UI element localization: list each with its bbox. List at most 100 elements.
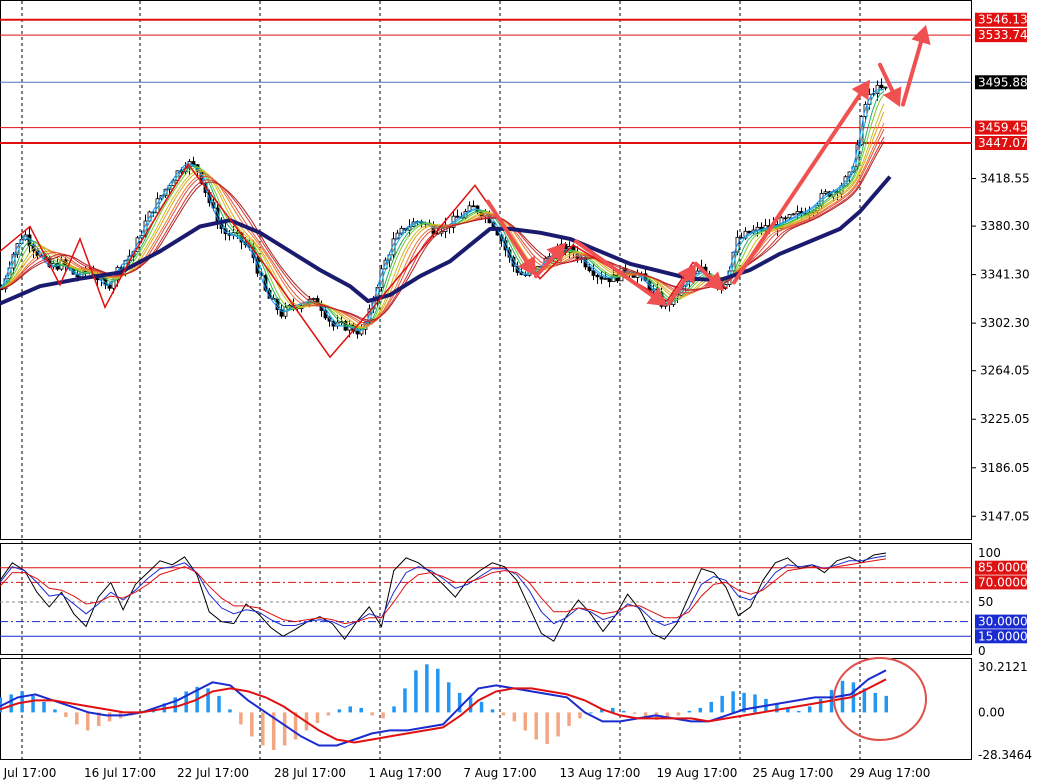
price-level-label: 3533.74: [978, 28, 1028, 42]
ribbon-line: [0, 141, 885, 321]
price-level-tag: [975, 12, 1027, 27]
macd-histogram-bar: [282, 712, 287, 746]
macd-histogram-bar: [545, 712, 549, 744]
stochastic-panel-frame: [0, 543, 972, 655]
price-level-tag: [975, 75, 1027, 90]
stoch-tick-label: 0: [978, 644, 986, 658]
macd-histogram-bar: [96, 712, 101, 726]
macd-tick-label: 0.00: [978, 705, 1005, 719]
stoch-level-tag: [975, 629, 1027, 644]
stoch-tick-label: 50: [978, 595, 993, 609]
moving-average-ribbon: [0, 89, 885, 332]
macd-histogram-bar: [107, 712, 112, 722]
candle-body: [823, 191, 828, 194]
macd-histogram-bar: [42, 701, 46, 713]
stoch-line: [0, 552, 887, 642]
macd-histogram-bar: [753, 694, 757, 713]
macd-histogram-bar: [567, 712, 571, 726]
macd-histogram-bar: [250, 712, 254, 737]
candle-body: [595, 275, 600, 278]
macd-line: [0, 669, 887, 747]
macd-histogram-bar: [337, 709, 342, 713]
candle-body: [883, 86, 888, 89]
macd-histogram-bar: [31, 695, 35, 713]
candle-body: [455, 215, 460, 218]
time-tick-label: Jul 17:00: [3, 766, 57, 780]
macd-histogram-bar: [818, 698, 823, 713]
time-tick-label: 28 Jul 17:00: [274, 766, 346, 780]
price-tick-label: 3380.30: [980, 219, 1030, 233]
ribbon-line: [0, 111, 885, 328]
macd-histogram-bar: [731, 691, 735, 713]
price-level-label: 3447.07: [978, 136, 1028, 150]
macd-histogram-bar: [807, 706, 812, 713]
macd-histogram-bar: [436, 668, 440, 713]
macd-histogram-bar: [392, 706, 396, 713]
stoch-level-tag: [975, 560, 1027, 575]
macd-histogram-bar: [359, 707, 363, 713]
macd-histogram-bar: [425, 664, 429, 713]
candle-body: [279, 309, 284, 317]
ribbon-line: [0, 136, 885, 323]
macd-histogram-bar: [501, 712, 506, 716]
time-tick-label: 13 Aug 17:00: [560, 766, 641, 780]
macd-histogram-bar: [184, 691, 188, 713]
wave-arrow-head: [851, 79, 870, 101]
candle-body: [787, 214, 792, 219]
macd-histogram-bar: [490, 709, 495, 713]
ribbon-line: [0, 90, 885, 330]
price-level-label: 3546.13: [978, 13, 1028, 27]
macd-histogram-bar: [512, 712, 517, 722]
wave-arrow-head: [517, 255, 536, 277]
macd-histogram-bar: [709, 701, 713, 713]
candlestick-series: [0, 78, 888, 339]
macd-panel-frame: [0, 658, 972, 760]
stoch-level-tag: [975, 575, 1027, 590]
stoch-level-label: 85.0000: [978, 561, 1028, 575]
candle-body: [783, 217, 788, 220]
wave-arrow-shaft: [486, 199, 529, 264]
macd-histogram-bar: [53, 709, 57, 713]
main-moving-average: [0, 175, 892, 306]
macd-histogram-bar: [786, 707, 790, 713]
price-level-tag: [975, 28, 1027, 43]
candle-body: [607, 277, 612, 283]
macd-histogram-bar: [381, 712, 385, 719]
macd-histogram-bar: [534, 712, 538, 740]
candle-body: [879, 84, 884, 89]
macd-histogram-bar: [775, 703, 779, 713]
wave-arrow-head: [911, 24, 931, 45]
macd-histogram-bar: [698, 707, 703, 713]
wave-arrow-shaft: [901, 40, 924, 107]
candle-body: [791, 213, 796, 216]
macd-histogram-bar: [632, 712, 637, 714]
price-panel-frame: [0, 0, 972, 540]
ribbon-line: [0, 103, 885, 329]
macd-histogram-bar: [556, 712, 560, 737]
candle-body: [599, 276, 604, 280]
price-level-label: 3495.88: [978, 75, 1028, 89]
macd-histogram-bar: [457, 692, 462, 713]
macd-histogram-bar: [228, 709, 232, 713]
macd-histogram-bar: [446, 682, 451, 713]
macd-indicator: 30.2121 0.00 -28.3464: [0, 660, 1032, 762]
macd-histogram-bar: [261, 712, 265, 746]
macd-histogram-bar: [611, 707, 615, 713]
candle-body: [355, 330, 360, 335]
macd-histogram-bar: [9, 694, 13, 713]
ribbon-line: [0, 128, 885, 325]
macd-histogram-bar: [884, 695, 888, 713]
macd-histogram-bar: [217, 695, 221, 713]
macd-histogram-bar: [589, 712, 593, 714]
price-tick-label: 3341.30: [980, 268, 1030, 282]
wave-arrow-head: [677, 263, 696, 285]
wave-arrow-shaft: [667, 276, 688, 306]
candle-body: [631, 274, 636, 278]
wave-arrow-shaft: [878, 62, 895, 93]
macd-histogram-bar: [403, 688, 407, 713]
time-tick-label: 16 Jul 17:00: [84, 766, 156, 780]
